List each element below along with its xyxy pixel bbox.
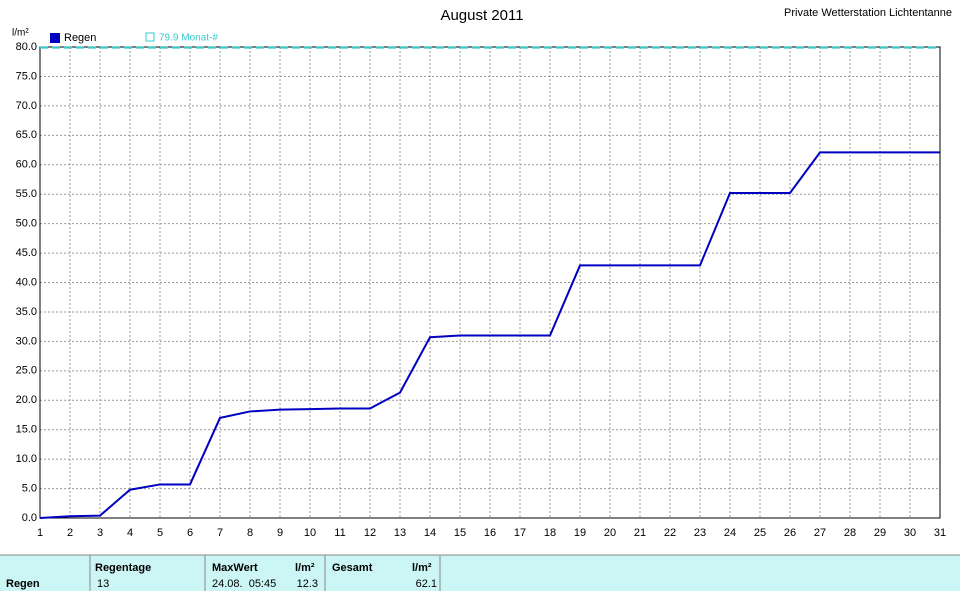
y-tick-label: 20.0 [16,394,37,406]
y-tick-label: 60.0 [16,159,37,171]
table-cell: 13 [97,578,109,590]
x-tick-label: 31 [934,527,946,539]
data-line [39,151,940,519]
x-tick-label: 12 [364,527,376,539]
summary-background [0,555,960,591]
x-tick-label: 14 [424,527,436,539]
y-tick-label: 0.0 [22,512,37,524]
x-tick-label: 15 [454,527,466,539]
y-tick-label: 35.0 [16,306,37,318]
x-tick-label: 18 [544,527,556,539]
legend-label: Regen [64,32,96,44]
x-tick-label: 21 [634,527,646,539]
table-header: MaxWert [212,562,258,574]
x-tick-label: 28 [844,527,856,539]
x-tick-label: 10 [304,527,316,539]
x-tick-label: 7 [217,527,223,539]
legend-swatch [50,33,60,43]
y-tick-label: 80.0 [16,41,37,53]
x-tick-label: 13 [394,527,406,539]
y-tick-label: 30.0 [16,335,37,347]
y-tick-label: 15.0 [16,424,37,436]
table-cell: 62.1 [416,578,437,590]
y-tick-label: 25.0 [16,365,37,377]
legend-label: 79.9 Monat-# [159,33,218,44]
legend-swatch [145,32,155,42]
table-header: Gesamt [332,562,373,574]
x-tick-label: 3 [97,527,103,539]
y-axis-label: l/m² [12,28,29,39]
y-tick-label: 10.0 [16,453,37,465]
table-cell: 12.3 [297,578,318,590]
chart-subtitle: Private Wetterstation Lichtentanne [784,7,952,19]
y-tick-label: 50.0 [16,218,37,230]
x-tick-label: 23 [694,527,706,539]
y-tick-label: 65.0 [16,129,37,141]
x-tick-label: 29 [874,527,886,539]
y-tick-label: 75.0 [16,70,37,82]
x-tick-label: 27 [814,527,826,539]
x-tick-label: 20 [604,527,616,539]
x-tick-label: 26 [784,527,796,539]
x-tick-label: 1 [37,527,43,539]
x-tick-label: 8 [247,527,253,539]
x-tick-label: 9 [277,527,283,539]
x-tick-label: 24 [724,527,736,539]
table-cell: 24.08. 05:45 [212,578,276,590]
x-tick-label: 11 [334,527,345,539]
table-header: l/m² [412,562,432,574]
x-tick-label: 4 [127,527,133,539]
chart-title: August 2011 [440,7,523,24]
x-tick-label: 22 [664,527,676,539]
table-header: Regentage [95,562,151,574]
y-tick-label: 45.0 [16,247,37,259]
table-header: l/m² [295,562,315,574]
x-tick-label: 17 [514,527,526,539]
x-tick-label: 30 [904,527,916,539]
x-tick-label: 16 [484,527,496,539]
table-row-label: Regen [6,578,40,590]
x-tick-label: 5 [157,527,163,539]
y-tick-label: 40.0 [16,276,37,288]
x-tick-label: 6 [187,527,193,539]
y-tick-label: 5.0 [22,482,37,494]
x-tick-label: 2 [67,527,73,539]
x-tick-label: 19 [574,527,586,539]
y-tick-label: 55.0 [16,188,37,200]
y-tick-label: 70.0 [16,100,37,112]
x-tick-label: 25 [754,527,766,539]
